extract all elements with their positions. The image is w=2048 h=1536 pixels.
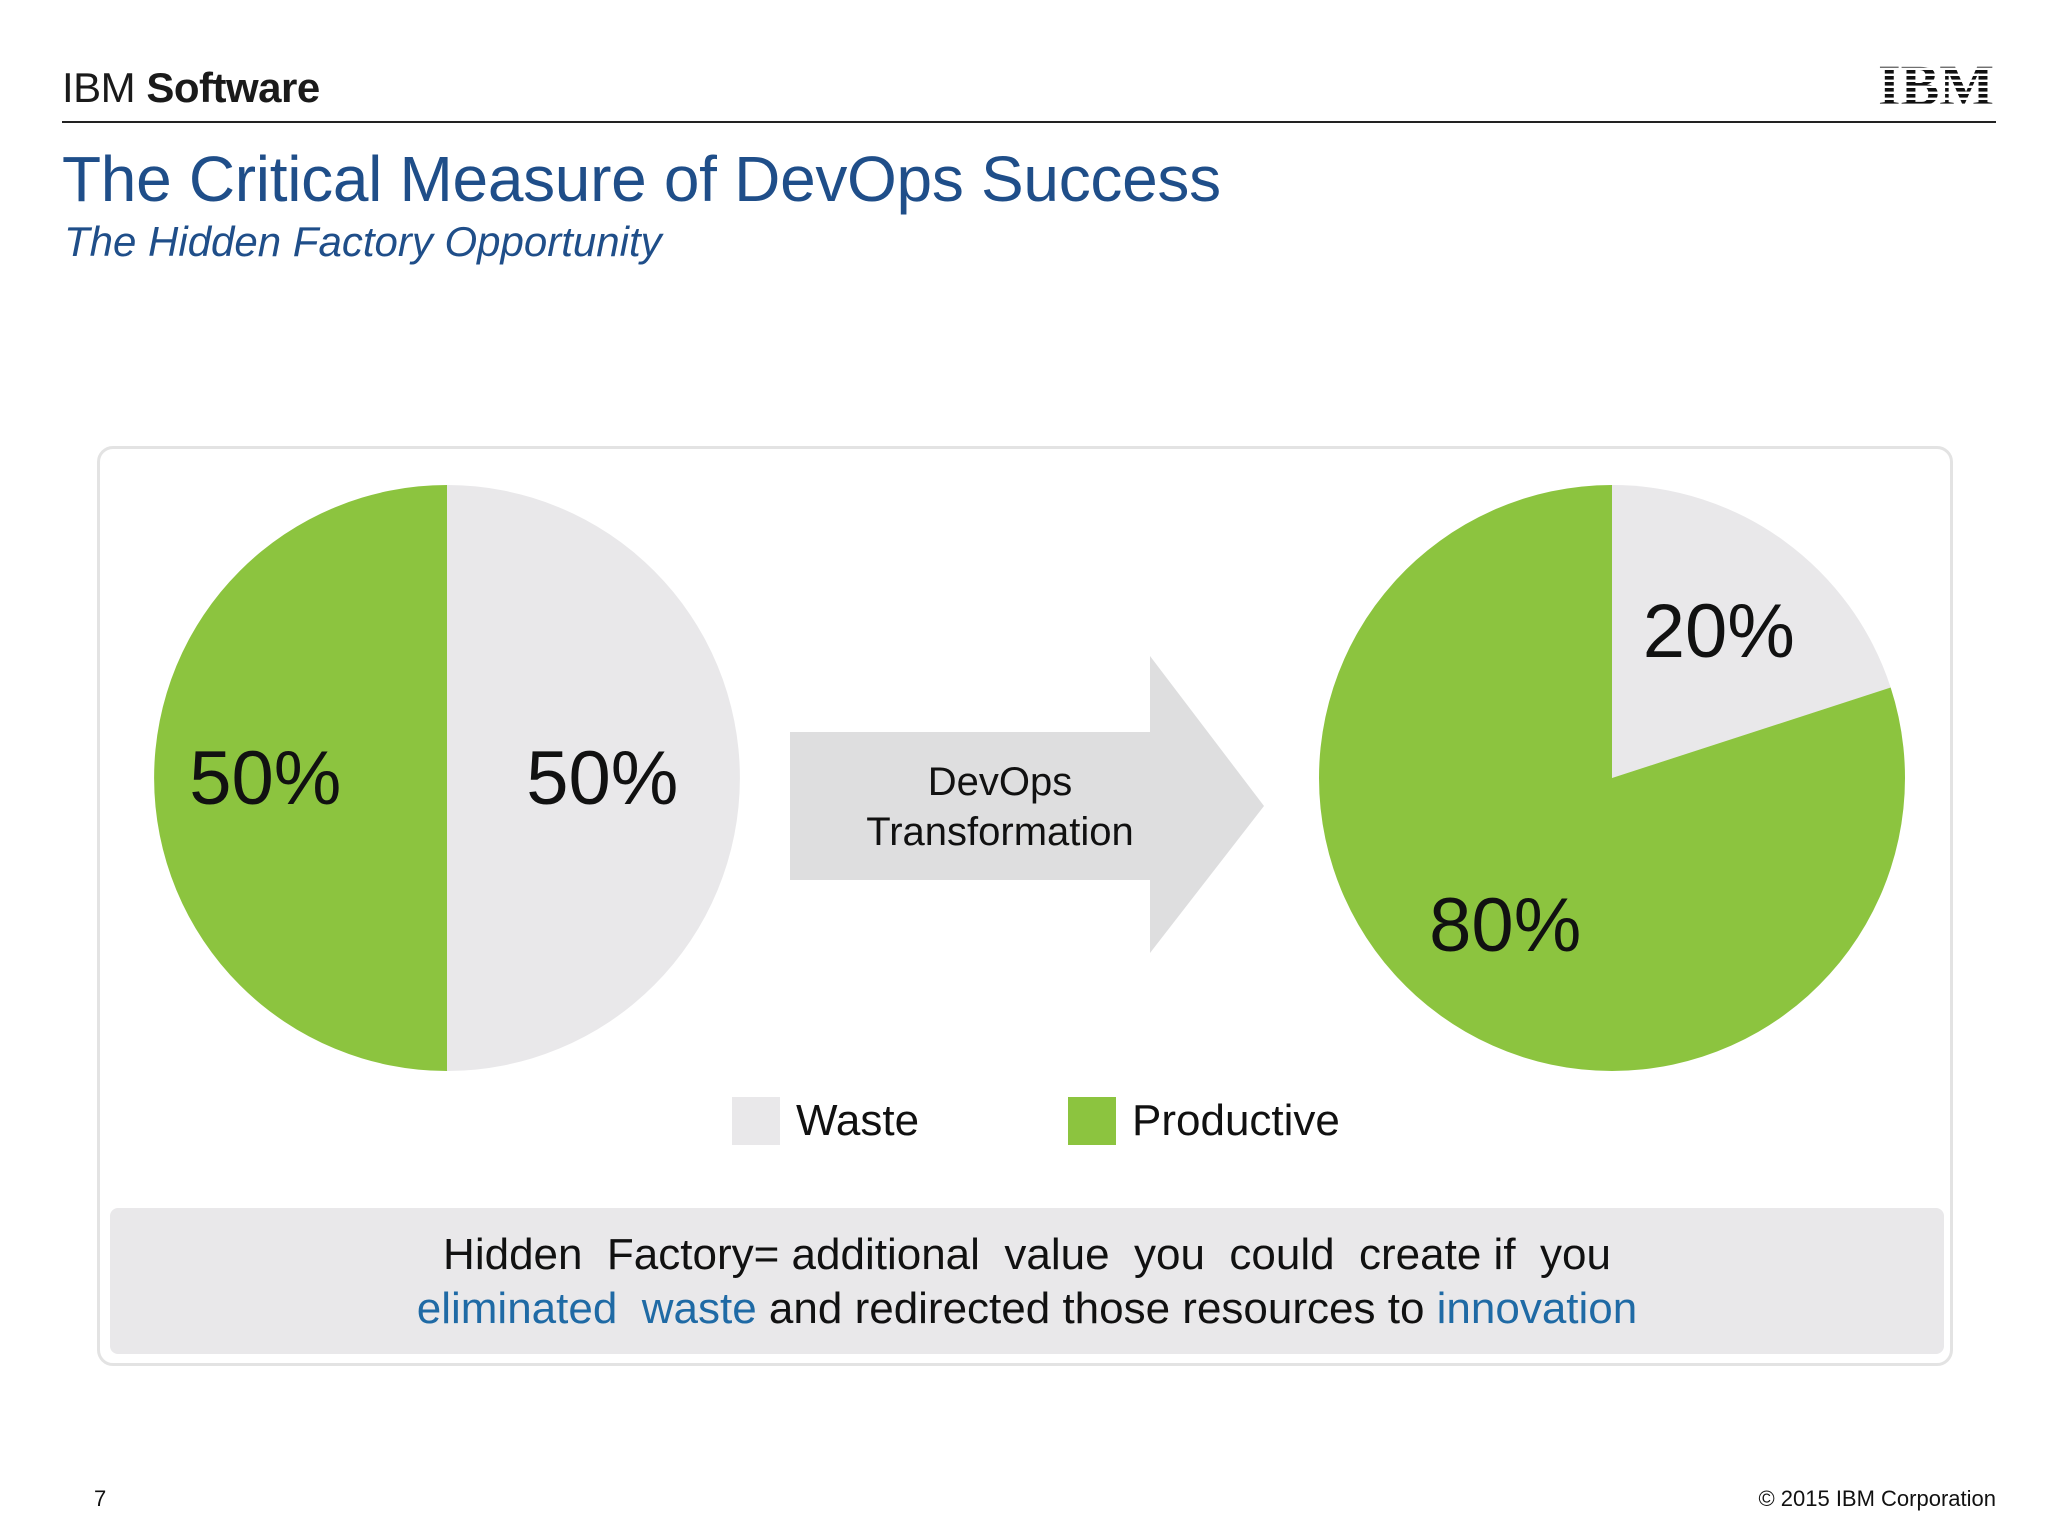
legend-label-waste: Waste xyxy=(796,1096,920,1145)
brand-software: Software xyxy=(146,64,320,111)
arrow-label-line1: DevOps xyxy=(928,760,1073,804)
pie-label-waste: 50% xyxy=(526,736,678,821)
pie-label-waste: 20% xyxy=(1643,589,1795,674)
legend-item-productive: Productive xyxy=(1068,1096,1340,1146)
note-line-2: eliminated waste and redirected those re… xyxy=(110,1282,1944,1336)
ibm-logo: IBM xyxy=(1878,58,1994,110)
pie-slice-waste xyxy=(1612,485,1891,778)
note-accent-innovation: innovation xyxy=(1436,1284,1638,1333)
pie-slice-waste xyxy=(447,485,740,1071)
pie-slice-productive xyxy=(1319,485,1905,1071)
copyright: © 2015 IBM Corporation xyxy=(1758,1486,1996,1511)
legend-swatch-productive xyxy=(1068,1097,1116,1145)
legend-label-productive: Productive xyxy=(1132,1096,1340,1145)
brand-title: IBM Software xyxy=(62,64,320,112)
page-number: 7 xyxy=(94,1486,107,1511)
pie-label-productive: 50% xyxy=(189,736,341,821)
legend-swatch-waste xyxy=(732,1097,780,1145)
transformation-arrow: DevOps Transformation xyxy=(790,656,1264,953)
pie-slice-productive xyxy=(154,485,447,1071)
pie-chart-after: 20% 80% xyxy=(1319,485,1905,1071)
slide-title: The Critical Measure of DevOps Success xyxy=(62,143,1221,215)
note-middle: and redirected those resources to xyxy=(756,1284,1437,1333)
ibm-logo-text: IBM xyxy=(1878,58,1994,110)
header-rule xyxy=(62,121,1996,123)
hidden-factory-note: Hidden Factory= additional value you cou… xyxy=(110,1208,1944,1354)
arrow-shape xyxy=(790,656,1264,953)
arrow-label-line2: Transformation xyxy=(866,810,1134,854)
pie-label-productive: 80% xyxy=(1429,883,1581,968)
pie-chart-before: 50% 50% xyxy=(154,485,740,1071)
note-line-1: Hidden Factory= additional value you cou… xyxy=(443,1230,1611,1279)
brand-ibm: IBM xyxy=(62,64,136,111)
note-accent-waste: eliminated waste xyxy=(416,1284,757,1333)
slide-subtitle: The Hidden Factory Opportunity xyxy=(64,218,662,265)
legend-item-waste: Waste xyxy=(732,1096,919,1146)
